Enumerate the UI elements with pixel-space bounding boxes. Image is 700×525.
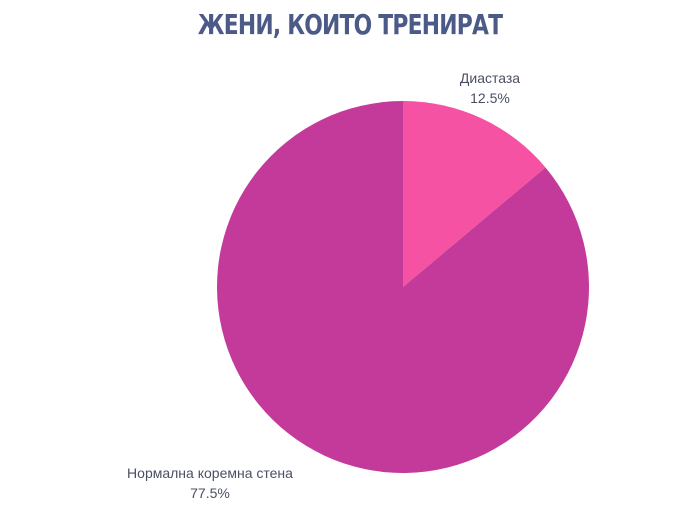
pie-slice-1 (216, 101, 589, 473)
slice-label-diastaza: Диастаза (460, 70, 520, 86)
slice-value-normal: 77.5% (190, 485, 230, 501)
chart-title: ЖЕНИ, КОИТО ТРЕНИРАТ (197, 8, 503, 41)
pie-labels: Диастаза 12.5% Нормална коремна стена 77… (127, 70, 520, 501)
slice-label-normal: Нормална коремна стена (127, 465, 293, 481)
slice-value-diastaza: 12.5% (470, 90, 510, 106)
pie-slices (216, 101, 589, 473)
pie-slice-0 (403, 101, 546, 287)
